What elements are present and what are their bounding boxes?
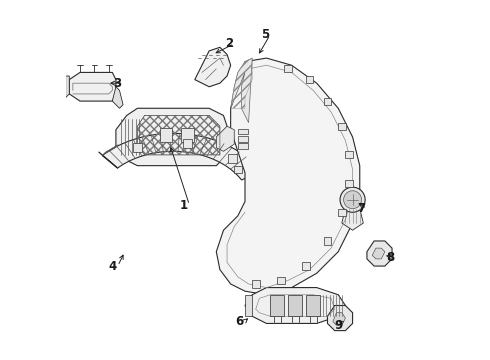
Polygon shape <box>306 295 320 316</box>
Bar <box>323 98 331 105</box>
Bar <box>183 139 192 148</box>
Polygon shape <box>342 209 364 230</box>
Polygon shape <box>270 295 285 316</box>
Text: 3: 3 <box>114 77 122 90</box>
Bar <box>284 65 292 72</box>
Bar <box>238 129 248 134</box>
Polygon shape <box>216 58 360 295</box>
Polygon shape <box>216 126 234 151</box>
Bar <box>133 143 142 152</box>
Text: 8: 8 <box>386 251 394 264</box>
Polygon shape <box>66 76 69 98</box>
Bar <box>238 136 248 141</box>
Bar <box>306 76 314 83</box>
Text: 7: 7 <box>358 202 366 215</box>
Bar <box>345 151 353 158</box>
Bar <box>234 166 242 173</box>
Polygon shape <box>367 241 392 266</box>
Bar <box>181 128 194 142</box>
Polygon shape <box>112 87 123 108</box>
Polygon shape <box>98 152 118 168</box>
Polygon shape <box>231 58 252 123</box>
Polygon shape <box>372 248 385 259</box>
Bar <box>302 262 310 270</box>
Bar <box>345 180 353 187</box>
Text: 1: 1 <box>180 199 188 212</box>
Bar <box>277 277 285 284</box>
Polygon shape <box>288 295 302 316</box>
Polygon shape <box>245 288 345 323</box>
Bar <box>238 143 248 149</box>
Polygon shape <box>69 72 116 101</box>
Polygon shape <box>333 313 345 325</box>
Bar <box>228 154 237 163</box>
Polygon shape <box>102 134 260 180</box>
Ellipse shape <box>340 187 365 212</box>
Polygon shape <box>116 108 227 166</box>
Polygon shape <box>195 47 231 87</box>
Ellipse shape <box>343 191 362 209</box>
Text: 4: 4 <box>108 260 117 273</box>
Text: 9: 9 <box>335 319 343 332</box>
Bar <box>338 123 346 130</box>
Polygon shape <box>245 295 252 316</box>
Bar <box>338 209 346 216</box>
Polygon shape <box>327 306 353 330</box>
Bar <box>160 128 172 142</box>
Text: 2: 2 <box>225 37 233 50</box>
Bar <box>323 237 331 244</box>
Bar <box>252 280 260 288</box>
Text: 5: 5 <box>261 28 269 41</box>
Text: 6: 6 <box>235 315 243 328</box>
